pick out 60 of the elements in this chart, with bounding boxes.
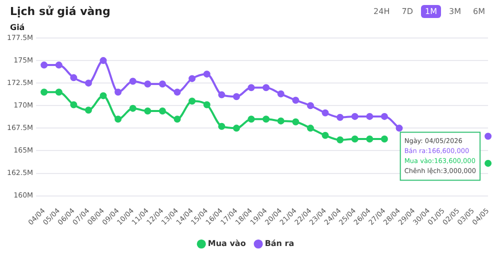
point — [306, 102, 314, 110]
point — [232, 93, 240, 100]
point — [366, 135, 374, 142]
point — [248, 116, 255, 123]
point — [84, 106, 92, 114]
point — [351, 112, 358, 120]
point — [380, 135, 388, 142]
point — [55, 88, 62, 96]
point — [336, 114, 344, 121]
point — [218, 91, 226, 98]
point — [351, 135, 358, 142]
point — [292, 96, 300, 104]
text: 24H — [372, 6, 391, 18]
point — [380, 112, 388, 120]
point — [129, 104, 136, 112]
text: 7D — [400, 6, 414, 18]
point — [100, 92, 107, 100]
point — [158, 80, 166, 88]
point — [55, 62, 62, 69]
point — [40, 62, 48, 69]
point — [306, 124, 314, 132]
point — [188, 75, 196, 82]
point — [396, 124, 403, 132]
point — [484, 132, 492, 140]
point — [144, 80, 152, 88]
point — [262, 84, 270, 92]
point — [188, 98, 196, 105]
point — [248, 84, 255, 92]
point — [174, 88, 181, 96]
point — [158, 108, 166, 115]
chart-title: Lịch sử giá vàng — [10, 5, 110, 18]
text: 1M — [421, 5, 441, 18]
point — [218, 122, 226, 130]
point — [322, 132, 329, 139]
point — [144, 108, 152, 115]
point — [174, 116, 181, 123]
text: 3M — [448, 6, 462, 18]
point — [40, 88, 48, 96]
legend-label: Bán ra — [264, 239, 294, 248]
y-axis-title: Giá — [10, 23, 25, 32]
point — [70, 101, 78, 108]
point — [114, 88, 122, 96]
point — [366, 112, 374, 120]
point — [84, 80, 92, 87]
point — [70, 74, 78, 82]
point — [114, 116, 122, 123]
legend-label: Mua vào — [208, 239, 246, 248]
point — [203, 101, 210, 108]
point — [277, 90, 284, 98]
point — [292, 118, 300, 126]
point — [336, 136, 344, 144]
point — [262, 116, 270, 123]
point — [484, 160, 492, 167]
point — [203, 70, 210, 78]
point — [232, 124, 240, 132]
text: 6M — [472, 6, 486, 18]
point — [277, 117, 284, 124]
point — [100, 57, 107, 64]
point — [129, 78, 136, 85]
point — [322, 109, 329, 116]
